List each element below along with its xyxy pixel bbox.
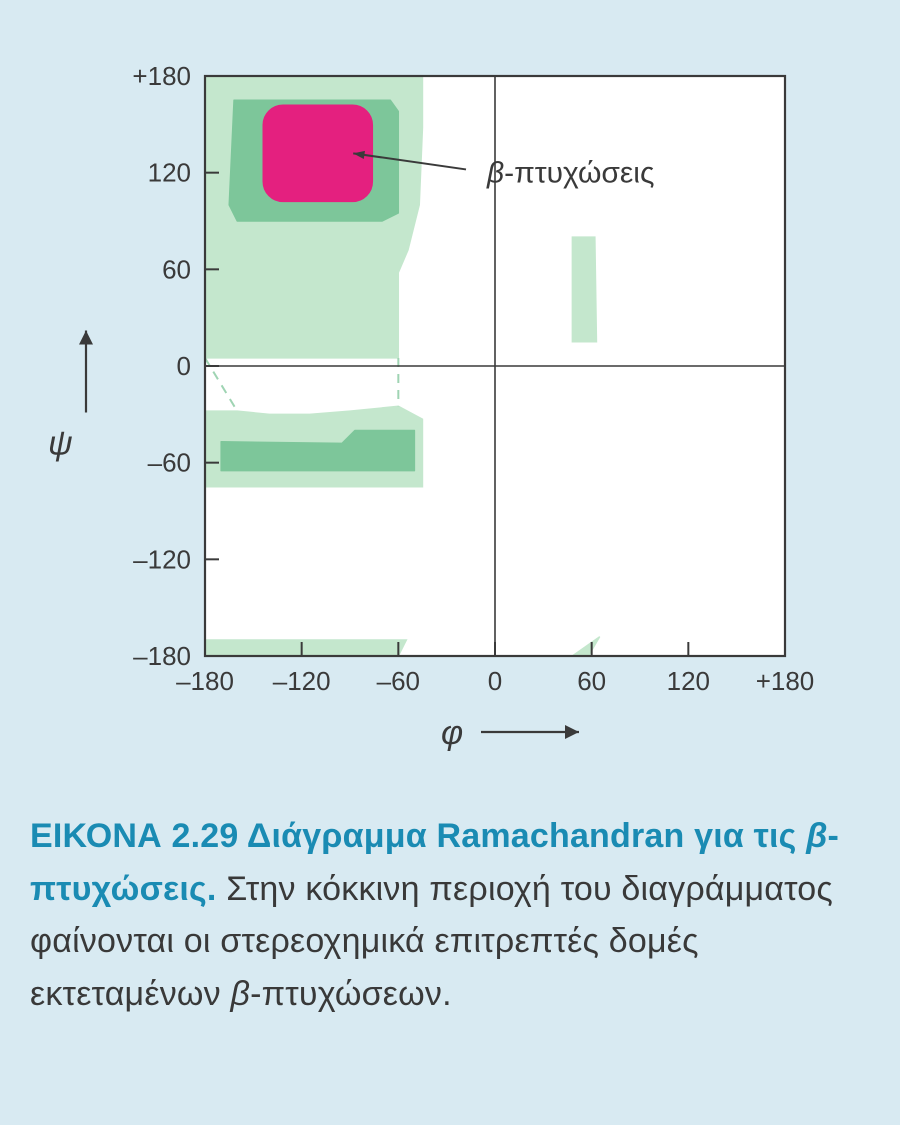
y-tick-label: +180 [132, 61, 191, 91]
annotation-label: β-πτυχώσεις [486, 157, 654, 190]
x-tick-label: 120 [667, 666, 710, 696]
x-axis-label: φ [441, 714, 463, 752]
figure-caption: ΕΙΚΟΝΑ 2.29 Διάγραμμα Ramachandran για τ… [30, 810, 870, 1021]
figure-container: –180–120–60060120+180–180–120–60060120+1… [30, 30, 870, 1021]
y-tick-label: 60 [162, 254, 191, 284]
y-tick-label: 120 [148, 158, 191, 188]
caption-lead-text: ΕΙΚΟΝΑ 2.29 Διάγραμμα Ramachandran για τ… [30, 817, 806, 855]
x-axis-arrow-head [565, 725, 579, 739]
x-tick-label: –120 [273, 666, 331, 696]
y-axis-arrow-head [79, 331, 93, 345]
caption-lead-beta: β [806, 817, 827, 855]
y-tick-label: 0 [177, 351, 191, 381]
ramachandran-plot: –180–120–60060120+180–180–120–60060120+1… [30, 30, 870, 770]
y-tick-label: –180 [133, 641, 191, 671]
y-axis-label: ψ [48, 424, 73, 462]
y-tick-label: –120 [133, 544, 191, 574]
x-tick-label: 0 [488, 666, 502, 696]
x-tick-label: +180 [756, 666, 815, 696]
y-tick-label: –60 [148, 448, 191, 478]
plot-svg: –180–120–60060120+180–180–120–60060120+1… [30, 30, 870, 770]
caption-body-beta: β [231, 975, 251, 1013]
x-tick-label: –60 [377, 666, 420, 696]
caption-body2: -πτυχώσεων. [250, 975, 452, 1013]
x-tick-label: 60 [577, 666, 606, 696]
